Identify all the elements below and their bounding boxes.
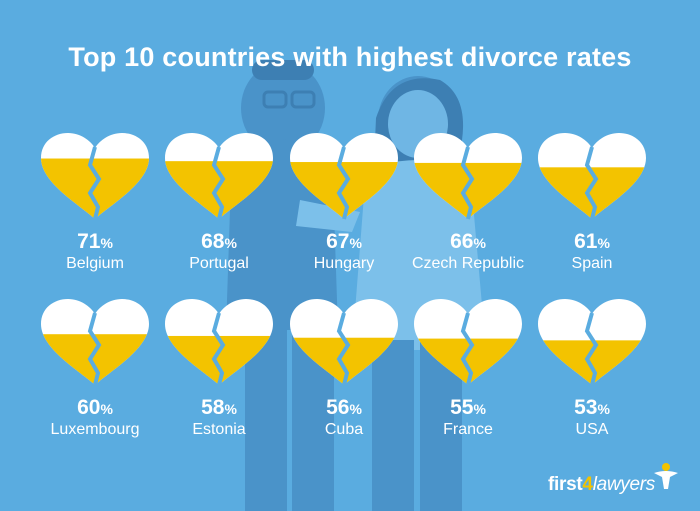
person-icon <box>654 463 678 489</box>
heart-card: 58% Estonia <box>157 299 281 440</box>
heart-crack <box>584 146 599 220</box>
value-label: 53% <box>530 397 654 420</box>
value-unit: % <box>100 401 113 417</box>
heart-card: 60% Luxembourg <box>33 299 157 440</box>
heart-icon <box>414 299 522 386</box>
country-label: Portugal <box>189 255 249 272</box>
heart-crack <box>87 146 102 220</box>
heart-card: 53% USA <box>530 299 654 440</box>
value-label: 66% <box>406 231 530 254</box>
value-unit: % <box>597 235 610 251</box>
value-unit: % <box>473 401 486 417</box>
heart-crack <box>584 312 599 386</box>
value-label: 61% <box>530 231 654 254</box>
country-label: USA <box>575 421 609 438</box>
country-label: Hungary <box>313 255 375 272</box>
heart-card: 61% Spain <box>530 133 654 274</box>
value-unit: % <box>349 235 362 251</box>
value-number: 67 <box>326 230 350 253</box>
country-label: France <box>443 421 493 438</box>
value-unit: % <box>473 235 486 251</box>
value-unit: % <box>224 401 237 417</box>
value-number: 58 <box>201 396 225 419</box>
heart-icon <box>538 299 646 386</box>
heart-crack <box>336 312 351 386</box>
heart-crack <box>460 312 475 386</box>
value-unit: % <box>100 235 113 251</box>
heart-icon <box>165 133 273 220</box>
value-label: 68% <box>157 231 281 254</box>
heart-icon <box>290 299 398 386</box>
value-label: 60% <box>33 397 157 420</box>
country-label: Cuba <box>324 421 364 438</box>
heart-icon <box>414 133 522 220</box>
value-label: 56% <box>282 397 406 420</box>
heart-icon <box>41 133 149 220</box>
value-number: 61 <box>574 230 598 253</box>
value-number: 60 <box>77 396 101 419</box>
logo-text-lawyers: lawyers <box>592 474 656 495</box>
heart-crack <box>460 146 475 220</box>
value-number: 66 <box>450 230 474 253</box>
heart-crack <box>87 312 102 386</box>
value-label: 71% <box>33 231 157 254</box>
logo-text-first: first <box>548 474 583 495</box>
logo-text-four: 4 <box>582 474 593 495</box>
heart-card: 56% Cuba <box>282 299 406 440</box>
heart-card: 67% Hungary <box>282 133 406 274</box>
value-label: 55% <box>406 397 530 420</box>
heart-icon <box>165 299 273 386</box>
heart-icon <box>290 133 398 220</box>
value-unit: % <box>349 401 362 417</box>
heart-card: 71% Belgium <box>33 133 157 274</box>
country-label: Belgium <box>66 255 124 272</box>
heart-crack <box>211 312 226 386</box>
value-number: 53 <box>574 396 598 419</box>
chart-title: Top 10 countries with highest divorce ra… <box>68 42 632 72</box>
country-label: Estonia <box>192 421 246 438</box>
country-label: Luxembourg <box>50 421 140 438</box>
value-unit: % <box>224 235 237 251</box>
value-number: 55 <box>450 396 474 419</box>
country-label: Spain <box>571 255 613 272</box>
value-label: 67% <box>282 231 406 254</box>
value-number: 71 <box>77 230 101 253</box>
value-number: 68 <box>201 230 225 253</box>
heart-card: 68% Portugal <box>157 133 281 274</box>
heart-icon <box>538 133 646 220</box>
value-unit: % <box>597 401 610 417</box>
heart-icon <box>41 299 149 386</box>
heart-crack <box>336 146 351 220</box>
country-label: Czech Republic <box>411 255 525 272</box>
heart-card: 66% Czech Republic <box>406 133 530 274</box>
value-label: 58% <box>157 397 281 420</box>
value-number: 56 <box>326 396 350 419</box>
heart-card: 55% France <box>406 299 530 440</box>
heart-crack <box>211 146 226 220</box>
logo: first 4 lawyers <box>548 470 655 496</box>
